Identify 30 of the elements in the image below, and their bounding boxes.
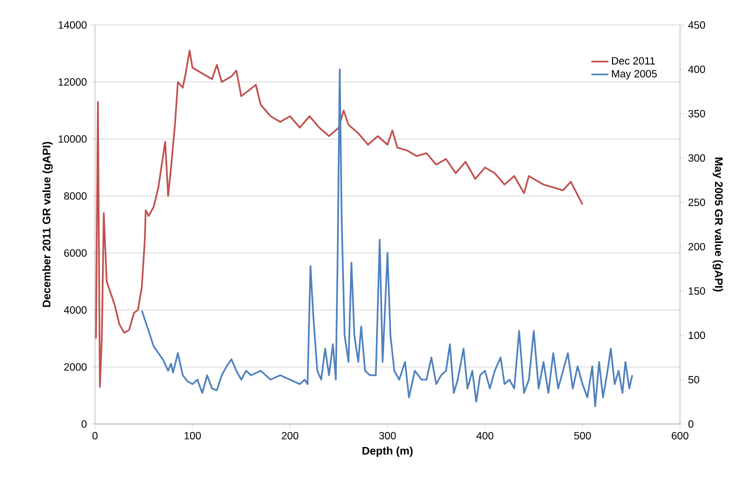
y2-tick-label: 450: [688, 21, 706, 29]
x-tick-label: 400: [476, 432, 494, 440]
x-tick-label: 600: [672, 432, 688, 440]
y-tick-label: 4000: [64, 306, 87, 314]
x-axis-title: Depth (m): [362, 446, 413, 457]
legend-label: Dec 2011: [612, 57, 655, 65]
y2-tick-label: 0: [688, 420, 694, 428]
x-tick-label: 200: [282, 432, 298, 440]
y2-axis-title: May 2005 GR value (gAPI): [712, 158, 723, 292]
y-tick-label: 0: [82, 420, 87, 428]
y2-tick-label: 250: [688, 198, 706, 206]
y2-tick-label: 50: [688, 376, 700, 384]
y-tick-label: 2000: [64, 363, 87, 371]
y2-tick-label: 100: [688, 332, 706, 340]
x-tick-label: 0: [92, 432, 98, 440]
legend-label: May 2005: [612, 70, 657, 80]
y2-tick-label: 300: [688, 154, 706, 162]
y2-tick-label: 200: [688, 242, 706, 250]
y-tick-label: 14000: [58, 21, 87, 29]
y-tick-label: 6000: [64, 249, 87, 257]
y-tick-label: 10000: [58, 135, 87, 143]
y-tick-label: 8000: [64, 192, 87, 200]
y-tick-label: 12000: [58, 78, 87, 86]
x-tick-label: 300: [379, 432, 396, 440]
x-tick-label: 500: [574, 432, 591, 440]
x-tick-label: 100: [184, 432, 201, 440]
y2-tick-label: 150: [688, 287, 706, 295]
y-axis-title: December 2011 GR value (gAPI): [42, 142, 53, 307]
y2-tick-label: 350: [688, 110, 706, 118]
y2-tick-label: 400: [688, 66, 706, 74]
